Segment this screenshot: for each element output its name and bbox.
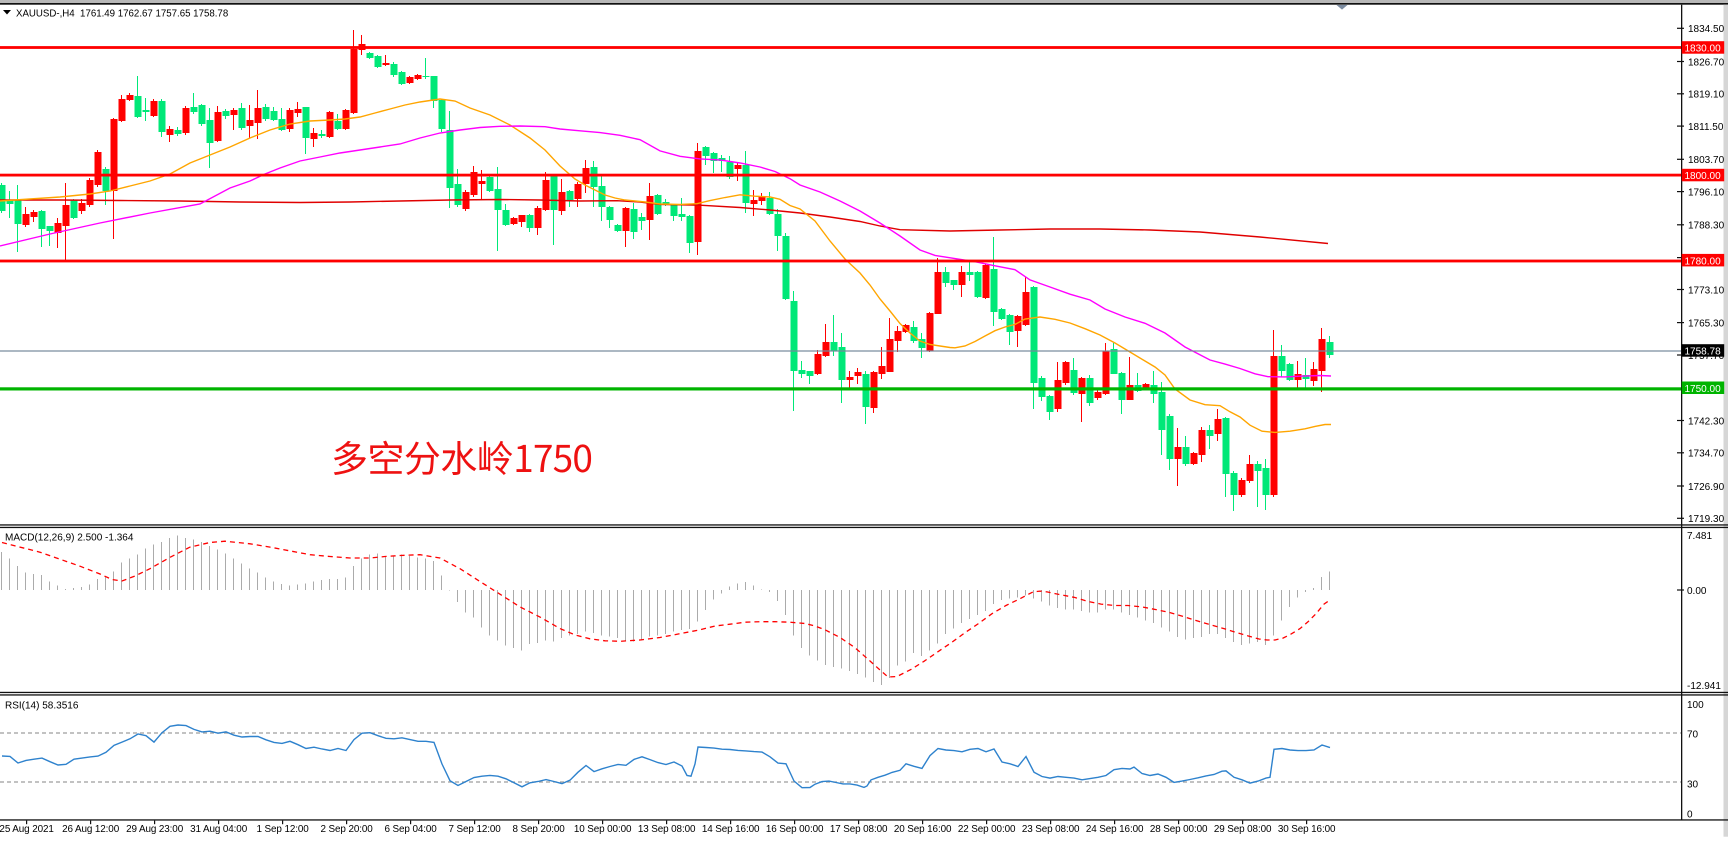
svg-text:1819.10: 1819.10 <box>1688 90 1725 101</box>
svg-text:1780.00: 1780.00 <box>1685 256 1722 267</box>
svg-text:29 Sep 08:00: 29 Sep 08:00 <box>1214 824 1272 835</box>
svg-text:25 Aug 2021: 25 Aug 2021 <box>0 824 54 835</box>
svg-text:1719.30: 1719.30 <box>1688 514 1725 525</box>
svg-text:1750.00: 1750.00 <box>1685 384 1722 395</box>
svg-text:1811.50: 1811.50 <box>1688 122 1724 133</box>
svg-text:1826.70: 1826.70 <box>1688 57 1725 68</box>
svg-text:23 Sep 08:00: 23 Sep 08:00 <box>1022 824 1080 835</box>
svg-text:13 Sep 08:00: 13 Sep 08:00 <box>638 824 696 835</box>
svg-text:1796.10: 1796.10 <box>1688 187 1725 198</box>
svg-text:8 Sep 20:00: 8 Sep 20:00 <box>513 824 566 835</box>
svg-text:100: 100 <box>1687 700 1704 711</box>
svg-text:1758.78: 1758.78 <box>1685 347 1722 358</box>
svg-text:1726.90: 1726.90 <box>1688 482 1725 493</box>
svg-text:1734.70: 1734.70 <box>1688 449 1725 460</box>
svg-text:29 Aug 23:00: 29 Aug 23:00 <box>126 824 184 835</box>
svg-text:RSI(14) 58.3516: RSI(14) 58.3516 <box>5 701 79 712</box>
svg-text:MACD(12,26,9) 2.500 -1.364: MACD(12,26,9) 2.500 -1.364 <box>5 533 134 544</box>
svg-text:30 Sep 16:00: 30 Sep 16:00 <box>1278 824 1336 835</box>
svg-text:6 Sep 04:00: 6 Sep 04:00 <box>385 824 438 835</box>
svg-text:1773.10: 1773.10 <box>1688 285 1725 296</box>
svg-text:14 Sep 16:00: 14 Sep 16:00 <box>702 824 760 835</box>
svg-text:1834.50: 1834.50 <box>1688 24 1725 35</box>
svg-text:1830.00: 1830.00 <box>1685 44 1722 55</box>
svg-text:7.481: 7.481 <box>1687 531 1712 542</box>
svg-text:24 Sep 16:00: 24 Sep 16:00 <box>1086 824 1144 835</box>
svg-text:-12.941: -12.941 <box>1687 681 1721 692</box>
svg-text:1803.70: 1803.70 <box>1688 155 1725 166</box>
svg-text:XAUUSD-,H4 1761.49 1762.67 17: XAUUSD-,H4 1761.49 1762.67 1757.65 1758.… <box>16 9 228 20</box>
svg-text:70: 70 <box>1687 729 1699 740</box>
svg-text:22 Sep 00:00: 22 Sep 00:00 <box>958 824 1016 835</box>
svg-text:1800.00: 1800.00 <box>1685 171 1722 182</box>
svg-text:1742.30: 1742.30 <box>1688 416 1725 427</box>
svg-text:1788.30: 1788.30 <box>1688 221 1725 232</box>
svg-text:16 Sep 00:00: 16 Sep 00:00 <box>766 824 824 835</box>
svg-text:1765.30: 1765.30 <box>1688 318 1725 329</box>
svg-text:17 Sep 08:00: 17 Sep 08:00 <box>830 824 888 835</box>
svg-text:26 Aug 12:00: 26 Aug 12:00 <box>62 824 120 835</box>
svg-text:7 Sep 12:00: 7 Sep 12:00 <box>449 824 502 835</box>
svg-text:0.00: 0.00 <box>1687 586 1707 597</box>
svg-text:1 Sep 12:00: 1 Sep 12:00 <box>257 824 310 835</box>
svg-text:2 Sep 20:00: 2 Sep 20:00 <box>321 824 374 835</box>
svg-text:30: 30 <box>1687 779 1699 790</box>
svg-text:20 Sep 16:00: 20 Sep 16:00 <box>894 824 952 835</box>
svg-text:31 Aug 04:00: 31 Aug 04:00 <box>190 824 248 835</box>
svg-text:0: 0 <box>1687 809 1693 820</box>
svg-text:28 Sep 00:00: 28 Sep 00:00 <box>1150 824 1208 835</box>
svg-text:10 Sep 00:00: 10 Sep 00:00 <box>574 824 632 835</box>
